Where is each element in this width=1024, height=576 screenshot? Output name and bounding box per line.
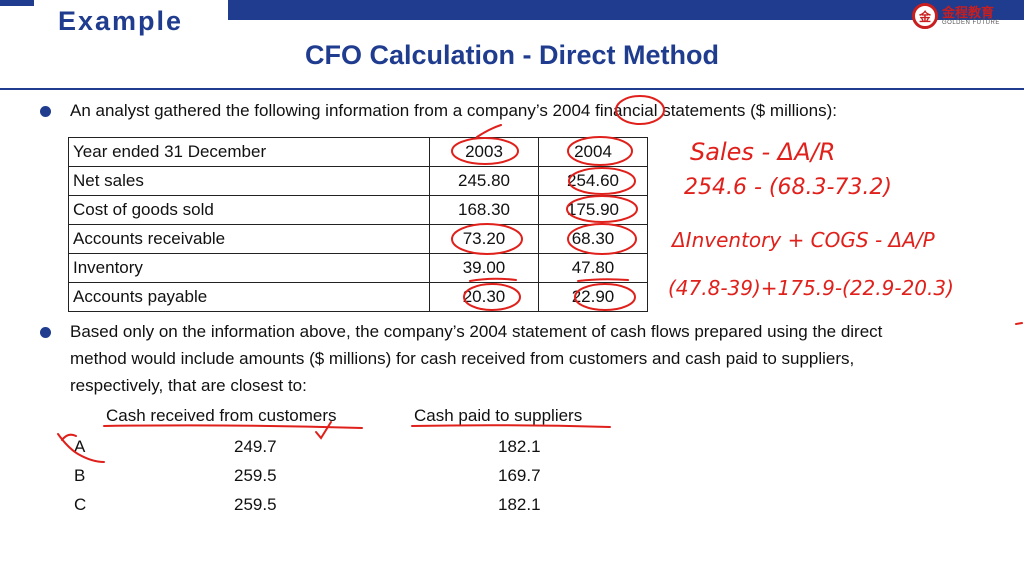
question-line: method would include amounts ($ millions…	[70, 349, 855, 368]
option-value: 169.7	[498, 466, 541, 485]
logo-chinese-name: 金程教育	[942, 5, 995, 20]
option-letter[interactable]: B	[74, 466, 86, 485]
answer-header-cash-paid: Cash paid to suppliers	[414, 406, 583, 425]
company-logo: 金 金程教育 GOLDEN FUTURE	[912, 3, 1000, 29]
slide-title: CFO Calculation - Direct Method	[304, 40, 720, 70]
table-header-cell: 2003	[429, 137, 539, 167]
table-cell: Accounts receivable	[68, 224, 430, 254]
annotation-line: 254.6 - (68.3-73.2)	[684, 175, 892, 200]
table-cell: 47.80	[538, 253, 648, 283]
table-cell: Net sales	[68, 166, 430, 196]
table-row: Accounts receivable 73.20 68.30	[68, 224, 648, 254]
logo-english-name: GOLDEN FUTURE	[942, 20, 1000, 26]
table-cell: 254.60	[538, 166, 648, 196]
table-cell: 68.30	[538, 224, 648, 254]
annotation-line: ΔInventory + COGS - ΔA/P	[670, 228, 936, 252]
option-value: 259.5	[234, 495, 277, 514]
table-cell: 73.20	[429, 224, 539, 254]
table-cell: Cost of goods sold	[68, 195, 430, 225]
header-band	[228, 0, 1024, 20]
intro-text: An analyst gathered the following inform…	[70, 101, 837, 120]
answer-header-cash-received: Cash received from customers	[106, 406, 337, 425]
option-letter[interactable]: A	[74, 437, 86, 456]
table-header-row: Year ended 31 December 2003 2004	[68, 137, 648, 167]
table-cell: 39.00	[429, 253, 539, 283]
table-row: Cost of goods sold 168.30 175.90	[68, 195, 648, 225]
table-cell: 20.30	[429, 282, 539, 312]
paren-mark	[1015, 322, 1023, 325]
table-header-cell: 2004	[538, 137, 648, 167]
table-cell: Inventory	[68, 253, 430, 283]
bullet-dot-icon	[40, 327, 51, 338]
table-cell: 168.30	[429, 195, 539, 225]
table-row: Net sales 245.80 254.60	[68, 166, 648, 196]
table-row: Accounts payable 20.30 22.90	[68, 282, 648, 312]
question-line: Based only on the information above, the…	[70, 322, 883, 341]
question-line: respectively, that are closest to:	[70, 376, 307, 395]
title-divider	[0, 88, 1024, 90]
table-row: Inventory 39.00 47.80	[68, 253, 648, 283]
example-label: Example	[58, 6, 184, 36]
option-letter[interactable]: C	[74, 495, 87, 514]
table-cell: 245.80	[429, 166, 539, 196]
logo-emblem-icon: 金	[912, 3, 938, 29]
table-header-cell: Year ended 31 December	[68, 137, 430, 167]
annotation-line: Sales - ΔA/R	[690, 138, 835, 166]
financial-data-table: Year ended 31 December 2003 2004 Net sal…	[68, 137, 648, 312]
tick-mark	[476, 124, 502, 138]
annotation-line: (47.8-39)+175.9-(22.9-20.3)	[668, 276, 954, 300]
option-value: 249.7	[234, 437, 277, 456]
option-value: 182.1	[498, 495, 541, 514]
table-cell: Accounts payable	[68, 282, 430, 312]
table-cell: 175.90	[538, 195, 648, 225]
table-cell: 22.90	[538, 282, 648, 312]
example-tab	[34, 0, 228, 44]
option-value: 182.1	[498, 437, 541, 456]
bullet-dot-icon	[40, 106, 51, 117]
option-value: 259.5	[234, 466, 277, 485]
